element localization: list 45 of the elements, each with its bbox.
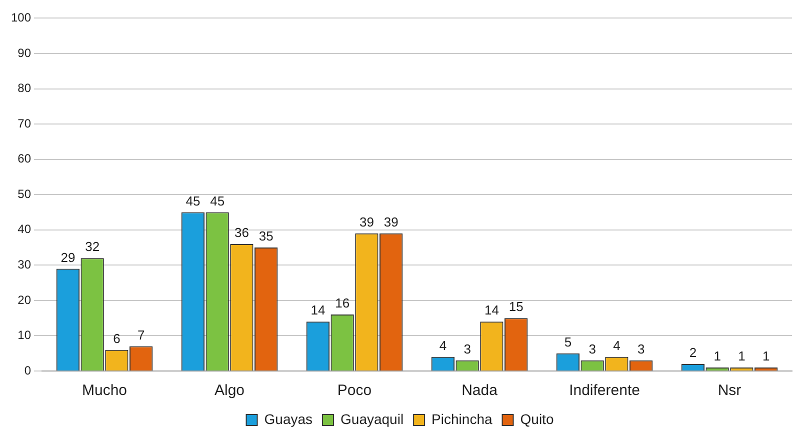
- data-label: 36: [234, 225, 249, 240]
- data-label: 32: [85, 239, 100, 254]
- data-label: 16: [335, 296, 350, 311]
- data-label: 39: [359, 214, 374, 230]
- data-label: 45: [186, 193, 200, 208]
- legend-label: Guayas: [264, 410, 313, 427]
- data-label: 1: [762, 348, 770, 364]
- y-tick-label: 70: [18, 116, 32, 130]
- x-tick-label: Poco: [337, 382, 372, 400]
- data-label: 4: [613, 338, 620, 353]
- x-tick-label: Nsr: [718, 382, 742, 400]
- data-label: 6: [113, 330, 120, 346]
- y-tick-label: 10: [18, 328, 32, 342]
- data-label: 35: [258, 228, 274, 244]
- data-label: 2: [689, 345, 697, 360]
- y-tick-label: 100: [10, 10, 32, 25]
- y-tick-label: 80: [18, 81, 32, 96]
- data-label: 1: [714, 348, 721, 364]
- data-label: 29: [60, 250, 76, 265]
- y-tick-label: 50: [18, 186, 32, 201]
- y-tick-label: 30: [18, 257, 32, 272]
- y-tick-label: 0: [24, 363, 32, 378]
- data-label: 3: [464, 341, 471, 356]
- x-tick-label: Indiferente: [569, 382, 640, 400]
- data-label: 3: [588, 341, 596, 356]
- y-tick-label: 90: [18, 46, 32, 60]
- data-label: 14: [310, 302, 326, 318]
- legend-label: Quito: [520, 410, 554, 427]
- legend-label: Pichincha: [432, 410, 492, 427]
- data-label: 5: [564, 334, 572, 350]
- data-label: 3: [637, 341, 645, 356]
- data-label: 1: [738, 348, 746, 364]
- y-tick-label: 40: [18, 222, 32, 236]
- data-label: 14: [484, 302, 499, 318]
- data-label: 4: [439, 338, 447, 353]
- data-label: 45: [210, 193, 225, 208]
- x-tick-label: Nada: [462, 382, 498, 400]
- x-tick-label: Mucho: [82, 382, 128, 400]
- y-tick-label: 60: [18, 152, 32, 166]
- data-label: 39: [384, 214, 398, 230]
- data-label: 15: [508, 299, 524, 314]
- y-tick-label: 20: [18, 292, 32, 307]
- x-tick-label: Algo: [214, 382, 245, 400]
- legend-label: Guayaquil: [340, 410, 404, 427]
- data-label: 7: [137, 327, 145, 342]
